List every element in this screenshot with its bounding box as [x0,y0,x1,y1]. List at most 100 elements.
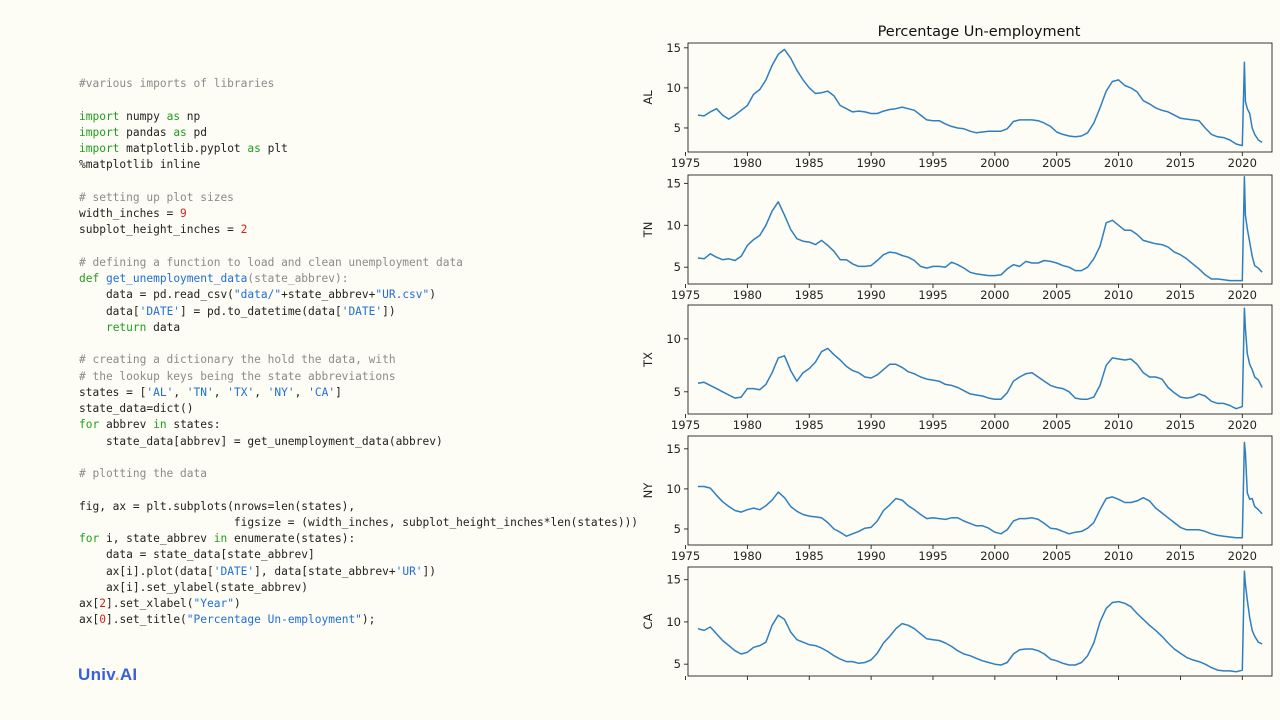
x-tick-label: 2000 [980,549,1009,563]
y-tick-label: 10 [666,218,681,232]
logo-suffix: AI [119,665,138,684]
code-token-text: ax[i].plot(data[ [79,564,214,578]
code-token-comment: # plotting the data [79,467,207,480]
y-tick-label: 10 [666,615,681,629]
code-token-comment: # the lookup keys being the state abbrev… [79,369,396,383]
code-line: # the lookup keys being the state abbrev… [79,369,638,385]
code-token-string: "data/" [233,288,282,302]
code-line: for i, state_abbrev in enumerate(states)… [79,531,638,547]
code-token-number: 2 [240,223,248,237]
code-token-text: data = pd.read_csv( [79,288,234,302]
code-token-text: , [294,385,309,399]
x-tick-label: 2020 [1228,549,1257,563]
code-token-text: np [180,109,201,123]
code-token-text: data[ [79,304,140,318]
y-axis-label: CA [641,613,655,629]
code-token-text: state_data=dict() [79,402,194,415]
x-tick-label: 2000 [980,418,1009,432]
code-token-text: states = [ [79,385,147,399]
y-tick-label: 5 [674,260,681,274]
code-line: data = state_data[state_abbrev] [79,547,638,563]
x-tick-label: 2015 [1166,418,1195,432]
code-token-keyword: for [79,532,100,545]
code-line: # defining a function to load and clean … [79,255,638,271]
subplot-ny: 1975 1980 1985 1990 1995 2000 2005 2010 2015 2020… [641,435,1273,563]
x-tick-label: 1985 [795,288,824,302]
univ-ai-logo: Univ.AI [78,665,137,685]
code-token-keyword: in [213,532,228,545]
y-axis-label: TX [641,352,655,368]
code-token-text: ]) [422,564,437,578]
series-line-ca [697,570,1263,673]
x-tick-label: 2020 [1228,288,1257,302]
x-tick-label: 2015 [1166,549,1195,563]
code-token-text: ax[i].set_ylabel(state_abbrev) [79,580,309,594]
code-line: state_data[abbrev] = get_unemployment_da… [79,434,638,450]
code-line: import pandas as pd [79,125,638,141]
x-tick-label: 2010 [1104,418,1133,432]
code-line: # plotting the data [79,466,638,482]
y-axis-label: TN [641,222,655,239]
subplot-tx: 1975 1980 1985 1990 1995 2000 2005 2010 2015 2020… [641,304,1273,432]
code-token-keyword: import [79,109,120,123]
code-token-text: +state_abbrev+ [281,288,376,302]
code-line [79,174,638,190]
y-axis-label: AL [641,90,655,105]
code-line: ax[0].set_title("Percentage Un-employmen… [79,612,638,628]
x-tick-label: 1985 [795,549,824,563]
code-line [79,450,638,466]
x-tick-label: 2000 [980,288,1009,302]
code-line: subplot_height_inches = 2 [79,222,638,238]
x-tick-label: 1980 [733,418,762,432]
y-tick-label: 15 [666,41,681,55]
code-token-func: get_unemployment_data [105,272,248,285]
y-tick-label: 10 [666,482,681,496]
code-token-string: 'DATE' [341,304,383,318]
x-tick-label: 2005 [1042,288,1071,302]
code-token-string: "Percentage Un-employment" [186,613,362,627]
x-tick-label: 2005 [1042,418,1071,432]
x-tick-label: 1990 [856,156,885,170]
axes-frame [687,42,1273,153]
x-tick-label: 1995 [918,549,947,563]
x-tick-label: 1995 [918,680,947,682]
code-token-keyword: import [79,142,120,155]
x-tick-label: 1975 [671,288,700,302]
x-tick-label: 2020 [1228,680,1257,682]
y-tick-label: 10 [666,332,681,346]
code-line: return data [79,320,638,336]
code-line: figsize = (width_inches, subplot_height_… [79,515,638,531]
code-token-text: numpy [119,109,167,123]
code-token-keyword: as [166,109,181,123]
x-tick-label: 2010 [1104,156,1133,170]
code-token-keyword: import [79,125,120,139]
code-token-number: 9 [180,207,187,220]
code-line [79,336,638,352]
code-line: # creating a dictionary the hold the dat… [79,352,638,368]
x-tick-label: 2010 [1104,288,1133,302]
code-token-text: data = state_data[state_abbrev] [79,548,315,562]
x-tick-label: 2020 [1228,156,1257,170]
x-tick-label: 1985 [795,418,824,432]
code-token-keyword: in [153,418,167,432]
code-line: width_inches = 9 [79,206,638,222]
series-line-al [697,48,1263,147]
code-token-text: states: [166,418,221,432]
code-token-string: "Year" [193,597,234,610]
code-line: def get_unemployment_data(state_abbrev): [79,271,638,287]
code-line [79,482,638,498]
code-token-keyword: as [173,125,187,139]
x-tick-label: 1985 [795,156,824,170]
y-tick-label: 15 [666,442,681,456]
code-token-number: 0 [99,613,106,627]
code-line: ax[i].plot(data['DATE'], data[state_abbr… [79,564,638,580]
code-token-comment: #various imports of libraries [79,77,275,90]
x-tick-label: 1975 [671,418,700,432]
series-line-tn [697,175,1263,282]
y-tick-label: 5 [674,121,681,135]
logo-dot: . [114,665,120,684]
x-tick-label: 1980 [733,156,762,170]
x-tick-label: 1980 [733,288,762,302]
subplot-al: 1975 1980 1985 1990 1995 2000 2005 2010 2015 2020… [641,41,1273,170]
code-token-text: width_inches = [79,207,181,220]
